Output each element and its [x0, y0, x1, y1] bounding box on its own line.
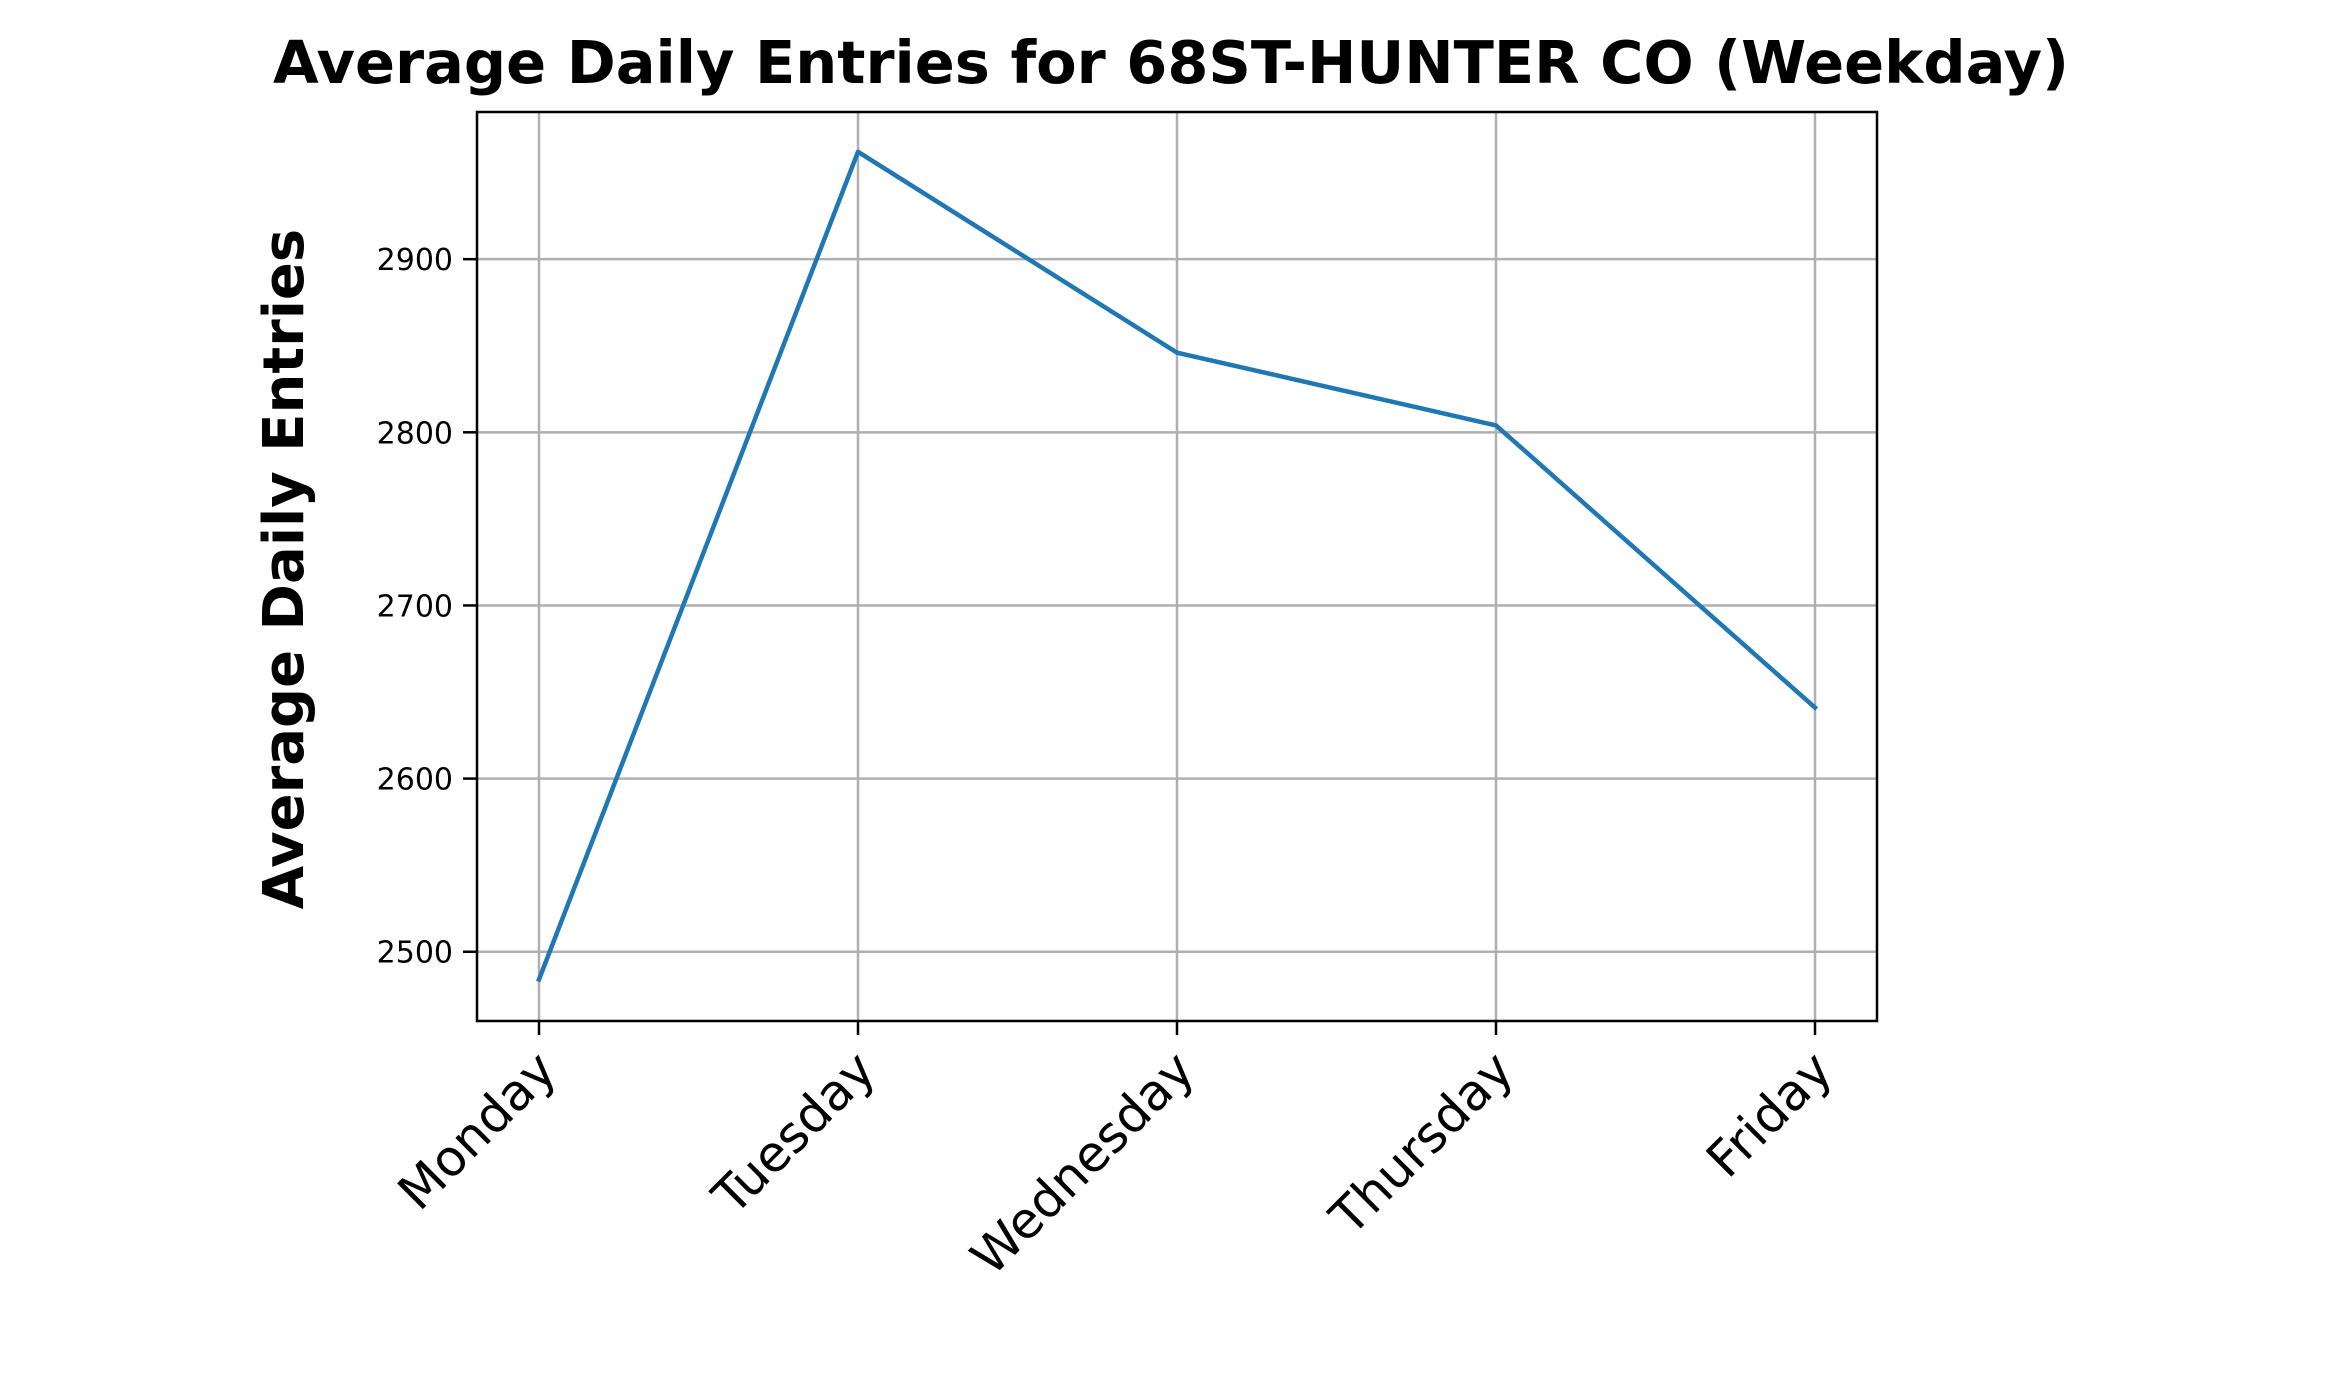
series-line [536, 149, 1819, 983]
y-axis-label: Average Daily Entries [252, 229, 317, 909]
x-tick-label: Tuesday [701, 1040, 887, 1226]
plot-area-frame [475, 110, 1879, 1023]
x-tick-label: Monday [387, 1040, 568, 1221]
grid [477, 112, 1877, 1021]
x-tick-label: Thursday [1318, 1040, 1524, 1246]
series-layer [536, 149, 1819, 983]
y-tick-label: 2700 [377, 589, 453, 624]
y-tick-label: 2600 [377, 763, 453, 798]
y-tick-label: 2500 [377, 936, 453, 971]
y-tick-label: 2900 [377, 243, 453, 278]
chart-title: Average Daily Entries for 68ST-HUNTER CO… [273, 28, 2069, 97]
x-tick-label: Friday [1695, 1040, 1843, 1188]
x-tick-label: Wednesday [960, 1040, 1206, 1286]
axis-ticks: Monday Tuesday Wednesday Thursday Friday 2500… [377, 243, 1844, 1286]
y-tick-label: 2800 [377, 416, 453, 451]
